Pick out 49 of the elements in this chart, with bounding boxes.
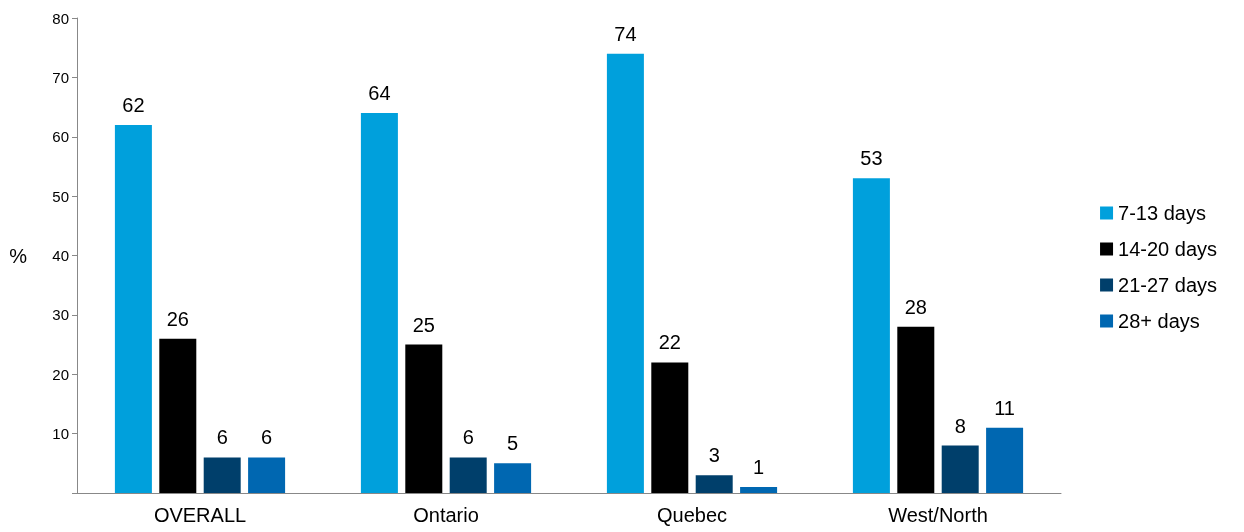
- bar: [695, 475, 733, 493]
- bar: [494, 463, 532, 493]
- data-label: 22: [658, 331, 681, 354]
- x-tick-label: Ontario: [413, 504, 479, 526]
- x-tick-label: OVERALL: [153, 504, 247, 526]
- data-label: 11: [994, 396, 1015, 419]
- data-label: 8: [954, 414, 966, 437]
- data-label: 64: [368, 82, 391, 104]
- bar: [852, 178, 890, 493]
- y-tick-label: 50: [52, 187, 69, 205]
- bar: [449, 457, 487, 493]
- data-label: 6: [462, 426, 474, 449]
- data-label: 53: [860, 147, 883, 170]
- bar: [606, 53, 644, 493]
- bar: [203, 457, 241, 493]
- x-tick-label: West/North: [888, 504, 988, 526]
- x-tick-label: Quebec: [656, 504, 728, 526]
- bar: [159, 338, 197, 493]
- y-tick-label: 60: [52, 128, 69, 146]
- legend-label: 7-13 days: [1118, 202, 1206, 224]
- y-tick-label: 80: [52, 9, 69, 27]
- y-tick-label: 20: [52, 365, 69, 383]
- y-tick-label: 70: [52, 68, 69, 86]
- legend-label: 28+ days: [1118, 310, 1200, 332]
- bar: [740, 487, 778, 493]
- data-label: 25: [412, 313, 435, 336]
- data-label: 3: [708, 444, 720, 467]
- bar: [986, 427, 1024, 493]
- bar: [897, 326, 935, 493]
- legend-label: 21-27 days: [1118, 274, 1218, 296]
- y-tick-label: 30: [52, 306, 69, 324]
- bar: [248, 457, 286, 493]
- bar: [360, 113, 398, 493]
- bar: [941, 445, 979, 493]
- bar: [651, 362, 689, 493]
- data-label: 62: [122, 93, 145, 116]
- data-label: 5: [507, 432, 519, 455]
- data-label: 26: [166, 307, 189, 330]
- data-label: 28: [904, 295, 927, 318]
- legend-label: 14-20 days: [1118, 238, 1218, 260]
- bar: [405, 344, 443, 493]
- data-label: 6: [216, 426, 228, 449]
- y-axis-title: %: [9, 244, 28, 267]
- y-tick-label: 40: [52, 247, 69, 264]
- data-label: 6: [261, 426, 273, 449]
- bar: [114, 124, 152, 493]
- data-label: 1: [753, 456, 765, 479]
- data-label: 74: [614, 22, 637, 45]
- y-tick-label: 10: [52, 425, 69, 443]
